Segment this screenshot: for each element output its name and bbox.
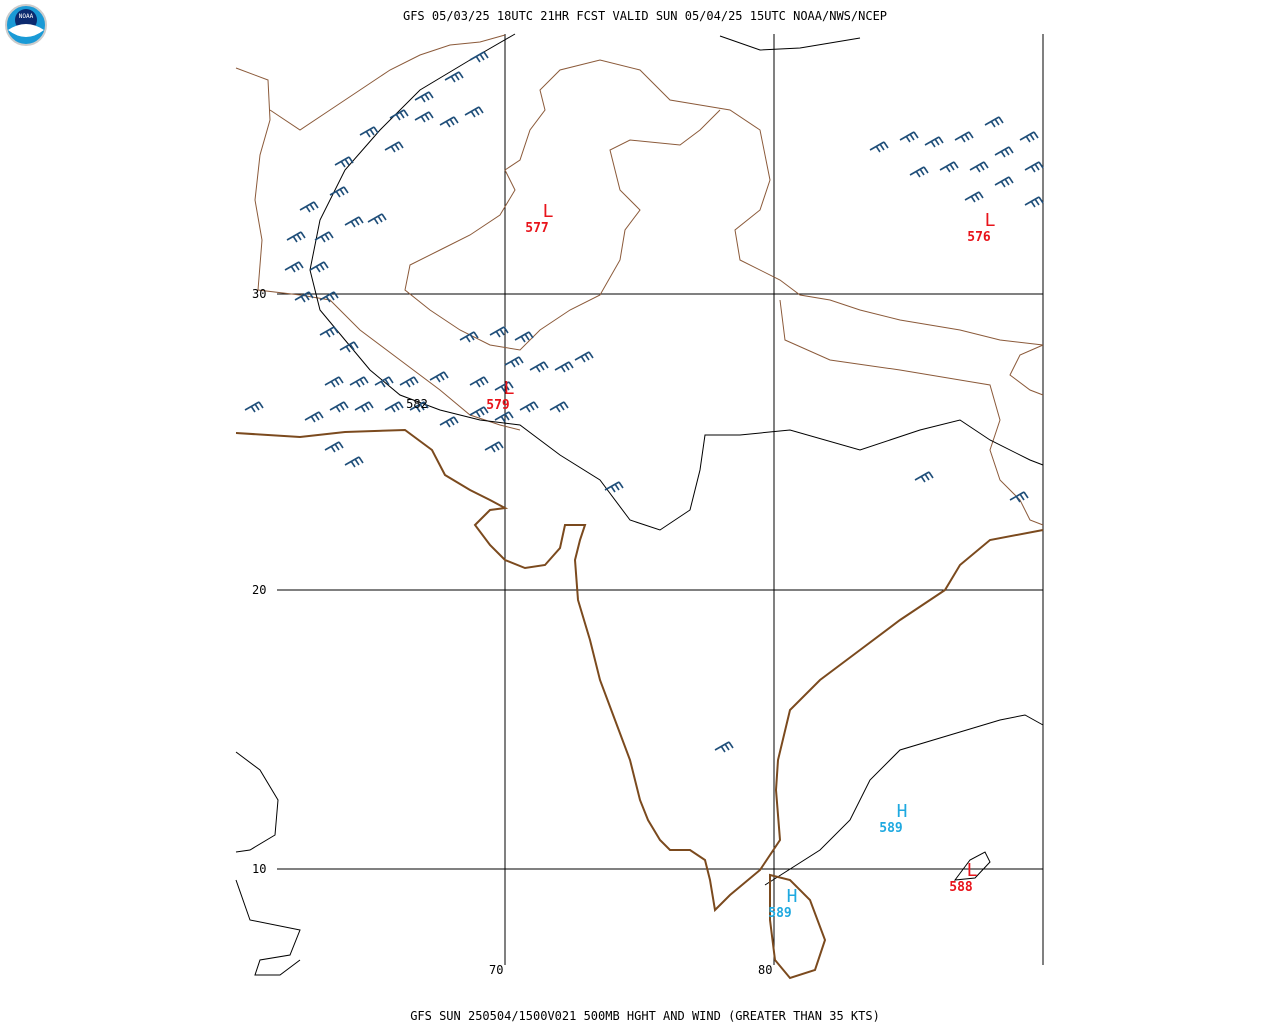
wind-barb [389, 109, 409, 121]
logo-text: NOAA [19, 13, 34, 20]
wind-barb [939, 161, 959, 173]
wind-barb [334, 156, 354, 168]
wind-barb [899, 131, 919, 143]
wind-barb [439, 116, 459, 128]
wind-barb [314, 231, 334, 243]
wind-barb [399, 376, 419, 388]
wind-barb [414, 91, 434, 103]
center-value: 588 [949, 880, 973, 895]
wind-barb [344, 456, 364, 468]
center-value: 577 [525, 221, 548, 236]
wind-barb [984, 116, 1004, 128]
wind-barb [414, 111, 434, 123]
center-value: 589 [768, 906, 791, 921]
wind-barb [444, 71, 464, 83]
wind-barb [869, 141, 889, 153]
center-symbol: H [897, 801, 908, 822]
wind-barb [299, 201, 319, 213]
lon-label: 70 [489, 963, 503, 977]
center-symbol: L [504, 378, 515, 399]
wind-barb [604, 481, 624, 493]
wind-barb [304, 411, 324, 423]
contour-label: 582 [406, 397, 428, 411]
wind-barb [384, 401, 404, 413]
center-value: 589 [879, 821, 902, 836]
wind-barb [384, 141, 404, 153]
wind-barb [489, 326, 509, 338]
wind-barb [284, 261, 304, 273]
wind-barb [244, 401, 264, 413]
borders [235, 34, 1044, 526]
wind-barb [1024, 161, 1044, 173]
center-symbol: L [543, 201, 554, 222]
wind-barb [494, 411, 514, 423]
wind-barb [344, 216, 364, 228]
wind-barb [969, 161, 989, 173]
wind-barb [964, 191, 984, 203]
wind-barb [464, 106, 484, 118]
wind-barb [519, 401, 539, 413]
header-title: GFS 05/03/25 18UTC 21HR FCST VALID SUN 0… [403, 9, 887, 23]
wind-barb [294, 291, 314, 303]
wind-barb [549, 401, 569, 413]
wind-barb [484, 441, 504, 453]
wind-barb [349, 376, 369, 388]
wind-barb [439, 416, 459, 428]
wind-barb [494, 381, 514, 393]
logo: NOAA [5, 4, 47, 46]
wind-barb [1019, 131, 1039, 143]
footer-caption: GFS SUN 250504/1500V021 500MB HGHT AND W… [410, 1009, 880, 1023]
wind-barb [429, 371, 449, 383]
wind-barb [909, 166, 929, 178]
wind-barb [469, 51, 489, 63]
wind-barb [329, 401, 349, 413]
center-symbol: L [967, 860, 978, 881]
lat-label: 30 [252, 287, 266, 301]
lat-label: 10 [252, 862, 266, 876]
wind-barb [409, 401, 429, 413]
wind-barb [367, 213, 387, 225]
wind-barb [914, 471, 934, 483]
wind-barb [504, 356, 524, 368]
wind-barb [954, 131, 974, 143]
wind-barb [309, 261, 329, 273]
wind-barb [1024, 196, 1044, 208]
wind-barbs [244, 51, 1044, 753]
lat-label: 20 [252, 583, 266, 597]
wind-barb [324, 376, 344, 388]
wind-barb [329, 186, 349, 198]
coastline [235, 428, 1044, 980]
contours [235, 33, 1044, 976]
center-value: 579 [486, 398, 509, 413]
wind-barb [529, 361, 549, 373]
center-symbol: H [787, 886, 798, 907]
wind-barb [324, 441, 344, 453]
wind-barb [554, 361, 574, 373]
wind-barb [286, 231, 306, 243]
wind-barb [319, 326, 339, 338]
wind-barb [359, 126, 379, 138]
wind-barb [994, 176, 1014, 188]
center-symbol: L [985, 210, 996, 231]
wind-barb [1009, 491, 1029, 503]
wind-barb [459, 331, 479, 343]
wind-barb [469, 406, 489, 418]
wind-barb [924, 136, 944, 148]
wind-barb [574, 351, 594, 363]
wind-barb [354, 401, 374, 413]
wind-barb [339, 341, 359, 353]
wind-barb [714, 741, 734, 753]
lon-label: 80 [758, 963, 772, 977]
wind-barb [469, 376, 489, 388]
grid-lines [277, 34, 1044, 965]
wind-barb [319, 291, 339, 303]
wind-barb [994, 146, 1014, 158]
wind-barb [514, 331, 534, 343]
center-value: 576 [967, 230, 991, 245]
wind-barb [374, 376, 394, 388]
